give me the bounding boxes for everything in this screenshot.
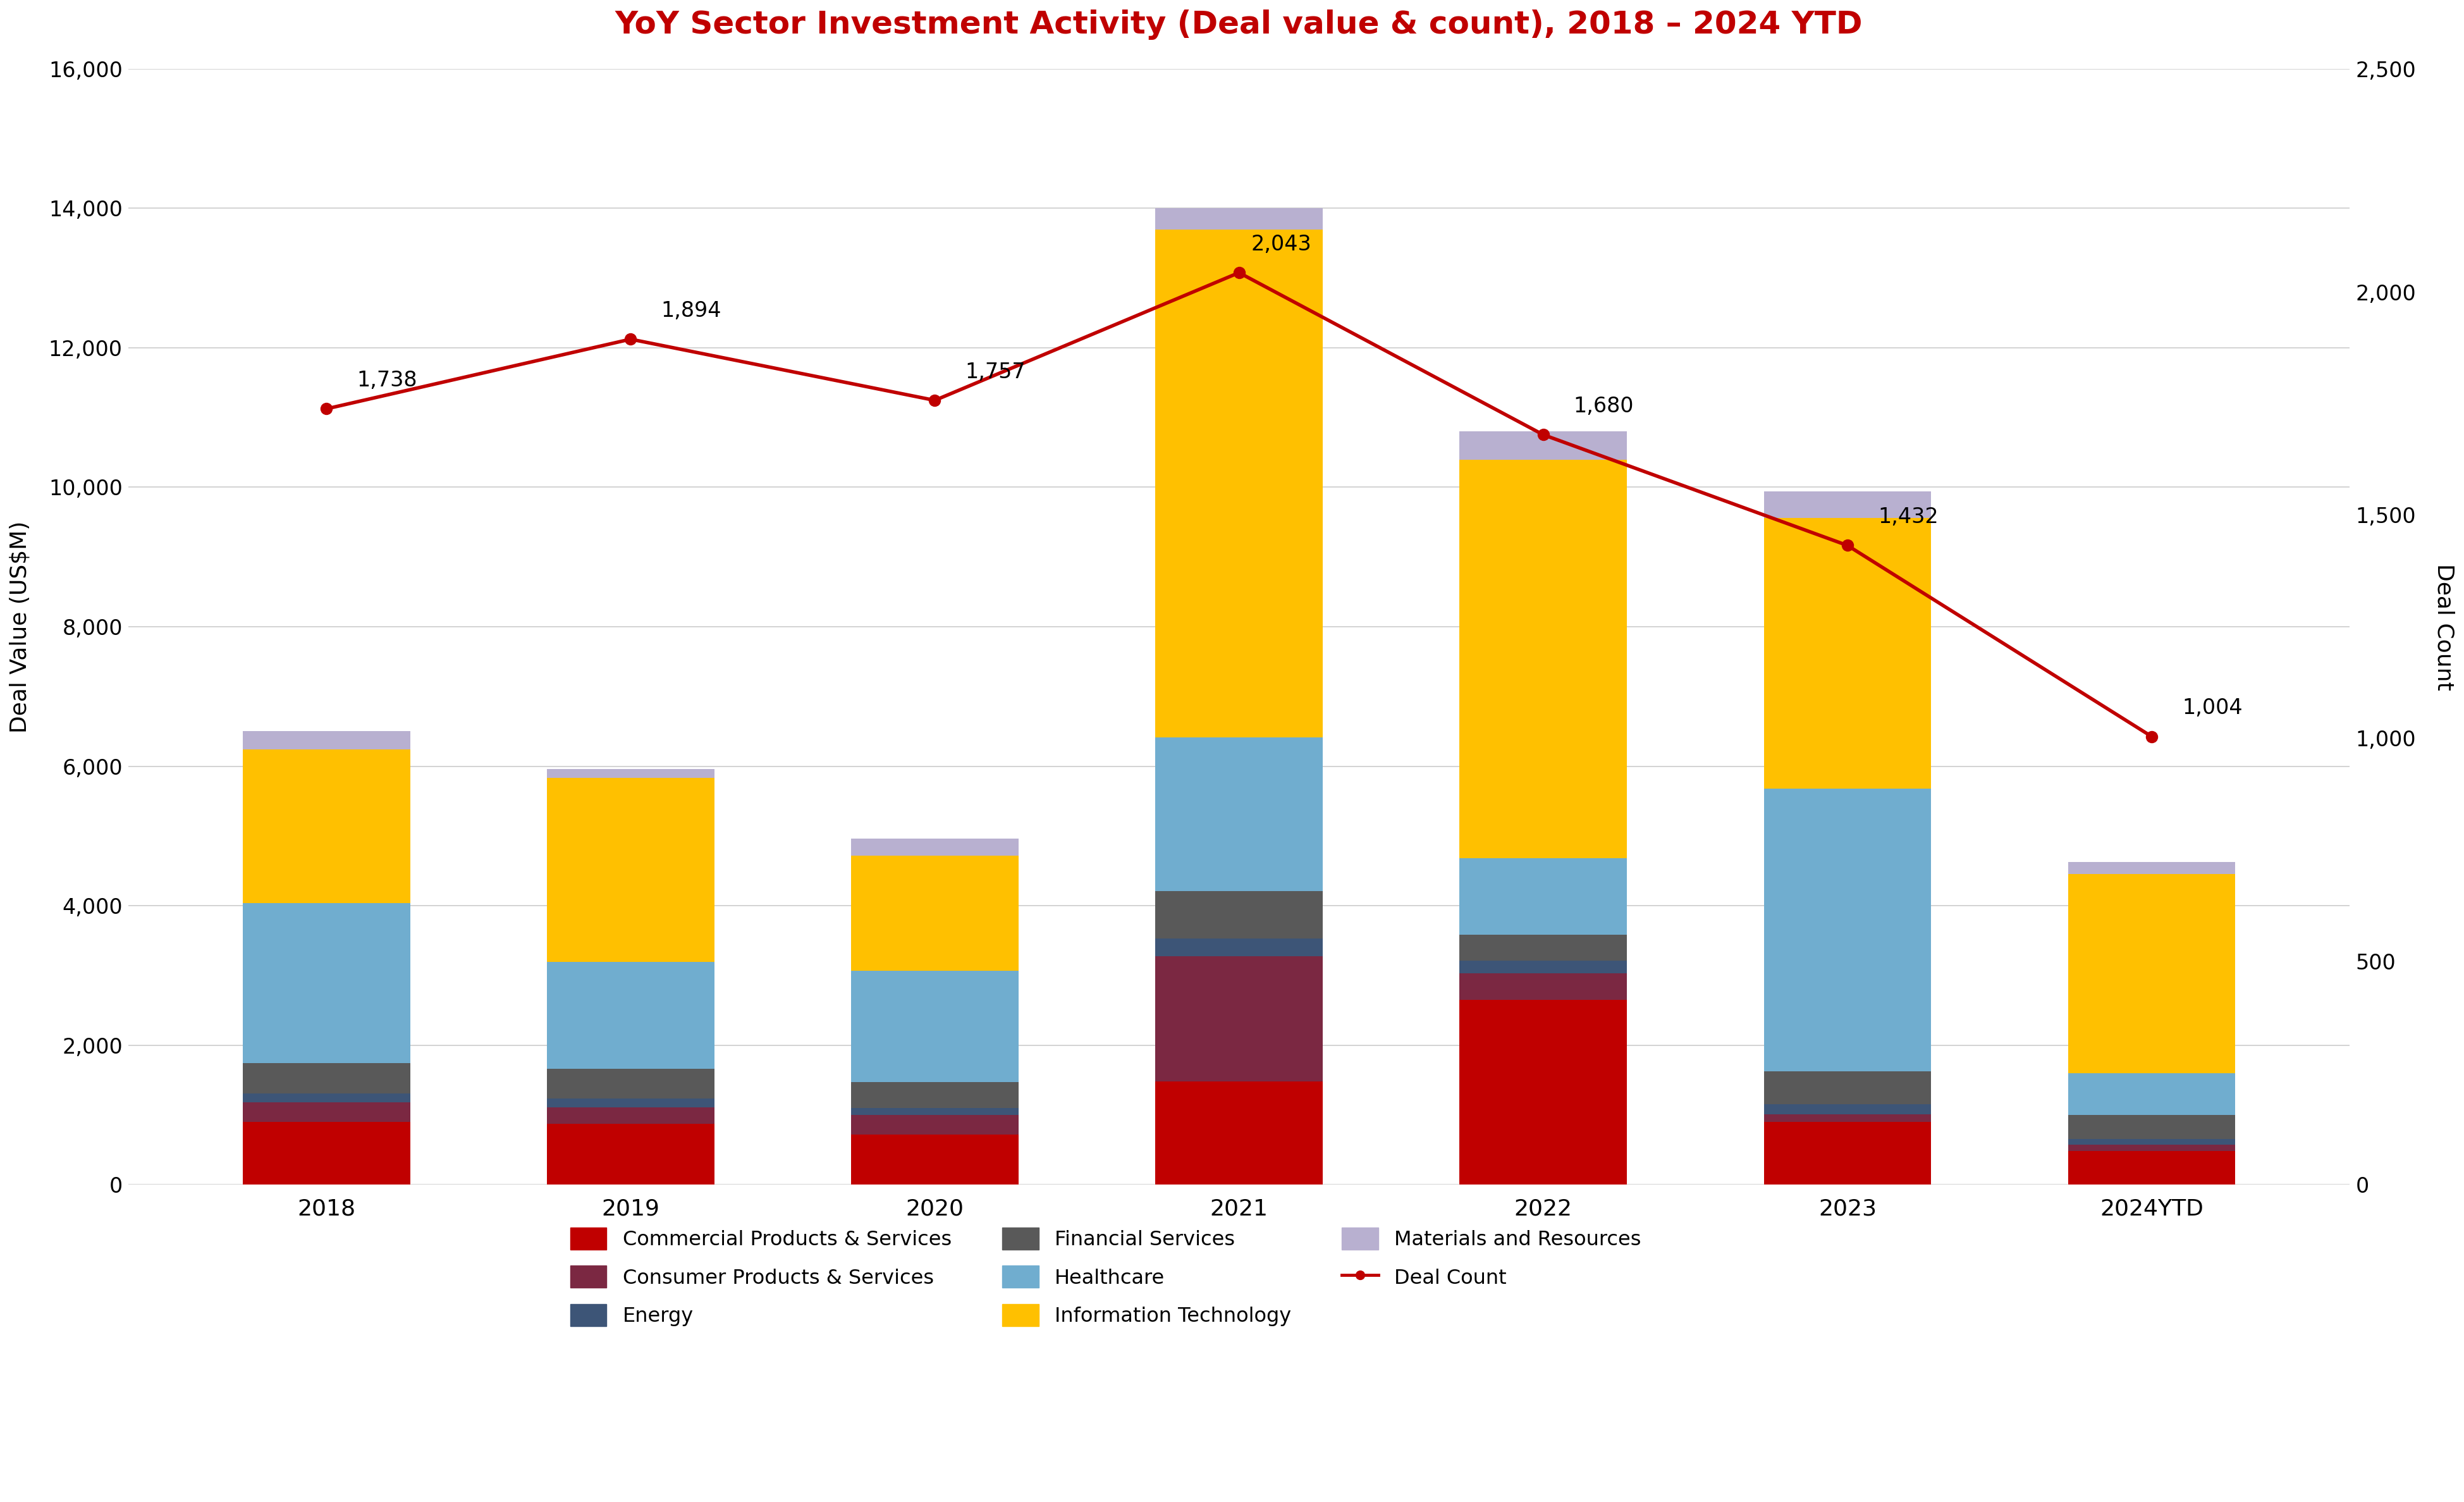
Legend: Commercial Products & Services, Consumer Products & Services, Energy, Financial : Commercial Products & Services, Consumer…	[559, 1217, 1651, 1337]
Bar	[241, 1063, 409, 1093]
Bar	[2067, 1072, 2235, 1114]
Bar	[241, 1102, 409, 1122]
Text: 1,432: 1,432	[1878, 506, 1937, 527]
Text: 1,004: 1,004	[2181, 698, 2242, 718]
Text: 1,894: 1,894	[660, 300, 722, 321]
Bar	[2067, 874, 2235, 1072]
Bar	[1156, 209, 1323, 230]
Bar	[850, 856, 1018, 970]
Bar	[1764, 518, 1932, 789]
Bar	[547, 1123, 715, 1185]
Bar	[2067, 1114, 2235, 1139]
Bar	[1459, 973, 1626, 1000]
Bar	[1459, 1000, 1626, 1185]
Bar	[1156, 230, 1323, 737]
Bar	[547, 1098, 715, 1107]
Bar	[1156, 955, 1323, 1081]
Title: YoY Sector Investment Activity (Deal value & count), 2018 – 2024 YTD: YoY Sector Investment Activity (Deal val…	[616, 9, 1863, 41]
Bar	[1459, 936, 1626, 961]
Bar	[1459, 460, 1626, 858]
Bar	[547, 963, 715, 1069]
Bar	[241, 1093, 409, 1102]
Bar	[1459, 858, 1626, 936]
Bar	[2067, 1139, 2235, 1145]
Bar	[1459, 961, 1626, 973]
Bar	[1764, 1104, 1932, 1114]
Text: 1,738: 1,738	[357, 369, 416, 391]
Bar	[850, 1134, 1018, 1185]
Y-axis label: Deal Count: Deal Count	[2432, 563, 2454, 689]
Bar	[1156, 1081, 1323, 1185]
Bar	[850, 1114, 1018, 1134]
Bar	[850, 1081, 1018, 1108]
Bar	[241, 749, 409, 903]
Bar	[1764, 1071, 1932, 1104]
Bar	[850, 970, 1018, 1081]
Bar	[1764, 1114, 1932, 1122]
Bar	[547, 1069, 715, 1098]
Bar	[850, 1108, 1018, 1114]
Y-axis label: Deal Value (US$M): Deal Value (US$M)	[10, 521, 32, 733]
Bar	[850, 838, 1018, 856]
Bar	[547, 778, 715, 963]
Bar	[2067, 862, 2235, 874]
Bar	[1764, 789, 1932, 1071]
Bar	[2067, 1151, 2235, 1185]
Bar	[1156, 939, 1323, 955]
Bar	[2067, 1145, 2235, 1151]
Bar	[547, 1107, 715, 1123]
Bar	[1156, 891, 1323, 939]
Text: 1,757: 1,757	[966, 362, 1025, 383]
Bar	[1764, 1122, 1932, 1185]
Bar	[241, 1122, 409, 1185]
Bar	[1156, 737, 1323, 891]
Bar	[547, 769, 715, 778]
Text: 2,043: 2,043	[1252, 234, 1311, 255]
Bar	[1764, 491, 1932, 518]
Bar	[1459, 431, 1626, 460]
Bar	[241, 731, 409, 749]
Bar	[241, 903, 409, 1063]
Text: 1,680: 1,680	[1572, 397, 1634, 418]
